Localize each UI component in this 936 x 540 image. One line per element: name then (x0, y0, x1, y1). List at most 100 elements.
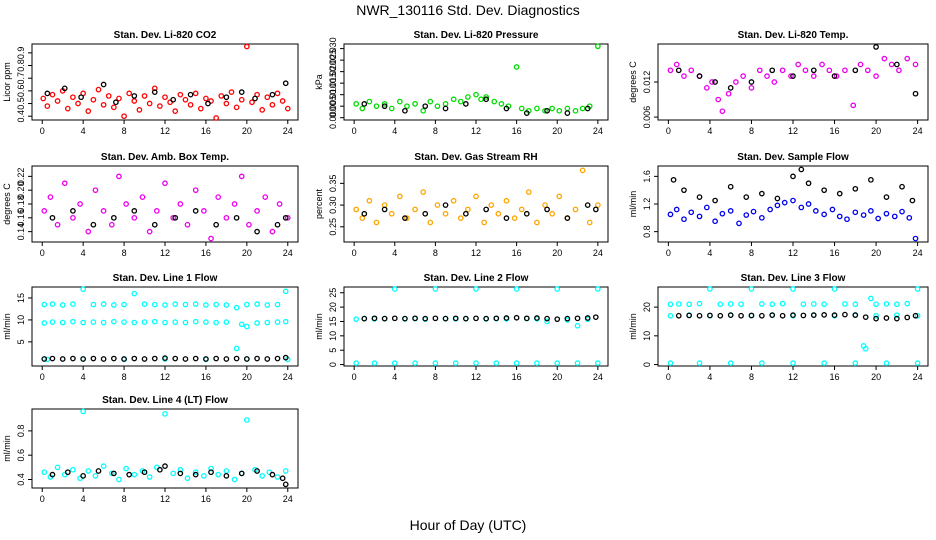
data-point (208, 465, 214, 472)
data-point (243, 323, 250, 330)
x-tick-label: 8 (749, 372, 754, 382)
data-point (465, 206, 471, 213)
data-point (151, 355, 158, 362)
data-point (748, 84, 755, 91)
data-point (131, 290, 138, 297)
data-point (442, 210, 449, 217)
data-point (688, 67, 695, 74)
data-point (153, 208, 160, 214)
y-tick-label: 20 (328, 302, 338, 312)
data-point (756, 67, 763, 74)
x-tick-label: 4 (81, 372, 86, 382)
data-point (427, 219, 434, 226)
data-point (269, 91, 276, 98)
data-point (842, 301, 848, 307)
data-point (192, 469, 199, 476)
chart-title: Stan. Dev. Line 4 (LT) Flow (102, 395, 228, 406)
y-tick-label: 0.7 (16, 72, 26, 85)
x-tick-label: 8 (749, 248, 754, 258)
data-point (432, 315, 439, 322)
data-point (883, 194, 890, 200)
data-point (141, 93, 148, 99)
data-point (95, 86, 102, 93)
data-point (914, 360, 921, 366)
data-point (769, 301, 776, 308)
data-point (852, 301, 859, 308)
data-point (274, 221, 281, 228)
y-tick-label: 15 (16, 293, 26, 303)
data-point (462, 101, 469, 107)
data-point (736, 220, 742, 227)
data-point (192, 187, 199, 194)
data-point (733, 79, 739, 85)
data-point (121, 319, 127, 325)
data-point (681, 216, 687, 223)
data-point (233, 104, 240, 111)
data-point (391, 286, 398, 292)
data-point (584, 315, 591, 321)
x-tick-label: 0 (40, 248, 45, 258)
y-tick-label: 10 (328, 331, 338, 341)
data-point (821, 301, 828, 308)
data-point (284, 105, 291, 112)
data-point (162, 302, 168, 308)
data-point (116, 95, 122, 102)
x-tick-label: 0 (352, 126, 357, 136)
data-point (259, 107, 266, 113)
data-point (203, 95, 209, 102)
data-point (790, 312, 796, 319)
chart-title: Stan. Dev. Li-820 Temp. (738, 30, 849, 41)
data-point (452, 360, 459, 366)
y-tick-label: 10 (16, 315, 26, 325)
data-point (92, 472, 99, 479)
data-point (549, 210, 556, 217)
data-point (696, 73, 703, 80)
x-tick-label: 24 (913, 248, 923, 258)
x-axis-caption: Hour of Day (UTC) (409, 517, 527, 533)
data-point (70, 301, 76, 307)
data-point (675, 67, 682, 74)
data-point (146, 474, 153, 480)
data-point (131, 471, 138, 478)
data-point (875, 215, 882, 222)
y-tick-label: 5 (16, 339, 26, 344)
y-axis-label: ml/min (2, 435, 12, 462)
data-point (192, 301, 199, 307)
data-point (402, 215, 408, 221)
data-point (686, 312, 693, 319)
data-point (503, 315, 510, 321)
x-tick-label: 16 (201, 248, 211, 258)
data-point (162, 355, 168, 361)
x-tick-label: 12 (788, 126, 798, 136)
x-tick-label: 16 (512, 372, 522, 382)
data-point (594, 360, 601, 366)
data-point (473, 360, 479, 366)
data-series (353, 167, 601, 226)
data-point (572, 107, 579, 114)
data-point (162, 463, 168, 469)
plot-frame (657, 165, 929, 243)
data-point (513, 64, 520, 70)
x-tick-label: 16 (512, 248, 522, 258)
data-point (667, 312, 674, 319)
data-point (427, 98, 434, 105)
data-point (213, 301, 220, 308)
data-point (80, 319, 87, 326)
x-tick-label: 20 (552, 248, 562, 258)
data-series (361, 202, 599, 221)
data-point (574, 322, 581, 329)
data-point (80, 356, 87, 362)
data-point (790, 173, 796, 180)
data-point (146, 100, 153, 107)
data-point (912, 90, 919, 97)
data-point (49, 355, 56, 362)
data-point (41, 301, 48, 308)
data-series (361, 314, 599, 323)
data-point (564, 110, 571, 116)
x-tick-label: 12 (471, 372, 481, 382)
data-series (670, 166, 916, 204)
data-point (758, 190, 765, 197)
data-point (201, 472, 207, 479)
data-point (205, 100, 211, 107)
data-point (361, 101, 368, 107)
